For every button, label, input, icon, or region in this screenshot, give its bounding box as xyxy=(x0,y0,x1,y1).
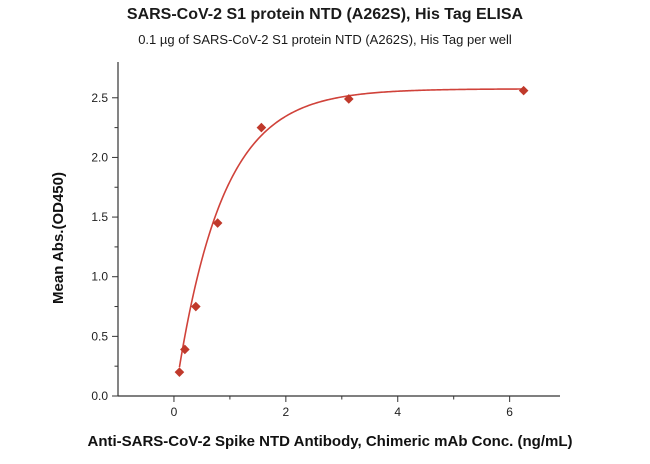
y-tick-label: 1.0 xyxy=(91,270,108,284)
chart-title: SARS-CoV-2 S1 protein NTD (A262S), His T… xyxy=(126,6,524,23)
data-point-diamond xyxy=(212,218,223,228)
x-tick-label: 2 xyxy=(283,405,290,419)
x-axis-label: Anti-SARS-CoV-2 Spike NTD Antibody, Chim… xyxy=(87,433,572,450)
y-tick-label: 0.0 xyxy=(91,389,108,403)
data-point-diamond xyxy=(518,85,529,96)
x-tick-label: 6 xyxy=(506,405,513,419)
data-point-diamond xyxy=(343,94,354,104)
data-point-diamond xyxy=(256,122,267,133)
y-tick-label: 1.5 xyxy=(91,210,108,224)
x-tick-label: 0 xyxy=(171,405,178,419)
axes: 0 2 4 6 0.0 0.5 1.0 1.5 2.0 2.5 xyxy=(91,62,560,419)
chart-subtitle: 0.1 µg of SARS-CoV-2 S1 protein NTD (A26… xyxy=(138,32,512,47)
data-points-layer xyxy=(174,85,529,377)
x-tick-label: 4 xyxy=(394,405,401,419)
data-point-diamond xyxy=(191,301,201,312)
fit-curve-line xyxy=(178,88,524,368)
y-axis-label: Mean Abs.(OD450) xyxy=(50,172,67,304)
y-tick-label: 2.5 xyxy=(91,91,108,105)
fit-curve-layer xyxy=(178,88,524,368)
data-point-diamond xyxy=(180,344,190,355)
y-tick-label: 0.5 xyxy=(91,329,108,343)
y-tick-label: 2.0 xyxy=(91,150,108,164)
data-point-diamond xyxy=(174,367,185,377)
